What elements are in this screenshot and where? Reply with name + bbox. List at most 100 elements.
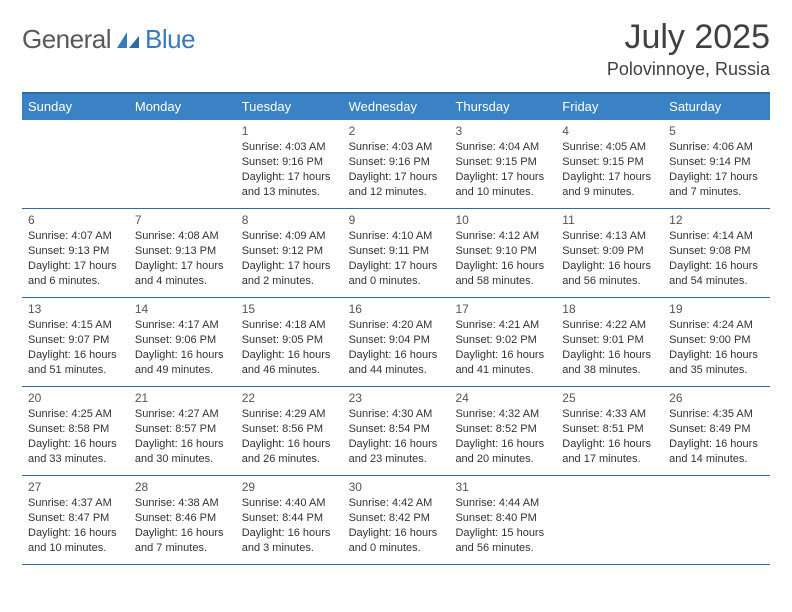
sunset-text: Sunset: 9:08 PM	[669, 244, 764, 259]
daylight-text: Daylight: 16 hours and 58 minutes.	[455, 259, 550, 289]
daylight-text: Daylight: 16 hours and 3 minutes.	[242, 526, 337, 556]
logo: General Blue	[22, 24, 195, 55]
day-cell: 12Sunrise: 4:14 AMSunset: 9:08 PMDayligh…	[663, 209, 770, 297]
day-header: Thursday	[449, 94, 556, 120]
daylight-text: Daylight: 16 hours and 44 minutes.	[349, 348, 444, 378]
sunset-text: Sunset: 9:07 PM	[28, 333, 123, 348]
day-cell: 9Sunrise: 4:10 AMSunset: 9:11 PMDaylight…	[343, 209, 450, 297]
day-cell: 5Sunrise: 4:06 AMSunset: 9:14 PMDaylight…	[663, 120, 770, 208]
daylight-text: Daylight: 17 hours and 6 minutes.	[28, 259, 123, 289]
sunset-text: Sunset: 9:16 PM	[349, 155, 444, 170]
sunrise-text: Sunrise: 4:17 AM	[135, 318, 230, 333]
sunrise-text: Sunrise: 4:05 AM	[562, 140, 657, 155]
day-cell	[129, 120, 236, 208]
day-number: 23	[349, 390, 444, 406]
day-number: 17	[455, 301, 550, 317]
sunset-text: Sunset: 9:10 PM	[455, 244, 550, 259]
day-number: 20	[28, 390, 123, 406]
sunrise-text: Sunrise: 4:42 AM	[349, 496, 444, 511]
daylight-text: Daylight: 16 hours and 33 minutes.	[28, 437, 123, 467]
day-cell: 6Sunrise: 4:07 AMSunset: 9:13 PMDaylight…	[22, 209, 129, 297]
day-cell: 2Sunrise: 4:03 AMSunset: 9:16 PMDaylight…	[343, 120, 450, 208]
day-number: 28	[135, 479, 230, 495]
day-cell: 24Sunrise: 4:32 AMSunset: 8:52 PMDayligh…	[449, 387, 556, 475]
daylight-text: Daylight: 17 hours and 2 minutes.	[242, 259, 337, 289]
day-cell	[663, 476, 770, 564]
day-number: 8	[242, 212, 337, 228]
sunset-text: Sunset: 9:01 PM	[562, 333, 657, 348]
sunset-text: Sunset: 9:02 PM	[455, 333, 550, 348]
sunrise-text: Sunrise: 4:22 AM	[562, 318, 657, 333]
sunrise-text: Sunrise: 4:12 AM	[455, 229, 550, 244]
sunrise-text: Sunrise: 4:38 AM	[135, 496, 230, 511]
sunset-text: Sunset: 8:54 PM	[349, 422, 444, 437]
sunset-text: Sunset: 8:40 PM	[455, 511, 550, 526]
day-cell: 1Sunrise: 4:03 AMSunset: 9:16 PMDaylight…	[236, 120, 343, 208]
page-title: July 2025	[607, 18, 770, 57]
daylight-text: Daylight: 17 hours and 7 minutes.	[669, 170, 764, 200]
sunset-text: Sunset: 9:11 PM	[349, 244, 444, 259]
sunrise-text: Sunrise: 4:40 AM	[242, 496, 337, 511]
daylight-text: Daylight: 16 hours and 17 minutes.	[562, 437, 657, 467]
day-number: 14	[135, 301, 230, 317]
day-cell: 10Sunrise: 4:12 AMSunset: 9:10 PMDayligh…	[449, 209, 556, 297]
day-number: 12	[669, 212, 764, 228]
sunset-text: Sunset: 9:15 PM	[455, 155, 550, 170]
daylight-text: Daylight: 16 hours and 35 minutes.	[669, 348, 764, 378]
day-cell: 18Sunrise: 4:22 AMSunset: 9:01 PMDayligh…	[556, 298, 663, 386]
page-subtitle: Polovinnoye, Russia	[607, 59, 770, 80]
sunset-text: Sunset: 9:04 PM	[349, 333, 444, 348]
day-cell: 20Sunrise: 4:25 AMSunset: 8:58 PMDayligh…	[22, 387, 129, 475]
day-cell: 15Sunrise: 4:18 AMSunset: 9:05 PMDayligh…	[236, 298, 343, 386]
sunrise-text: Sunrise: 4:07 AM	[28, 229, 123, 244]
day-cell: 31Sunrise: 4:44 AMSunset: 8:40 PMDayligh…	[449, 476, 556, 564]
sunrise-text: Sunrise: 4:03 AM	[349, 140, 444, 155]
day-cell: 25Sunrise: 4:33 AMSunset: 8:51 PMDayligh…	[556, 387, 663, 475]
day-number: 15	[242, 301, 337, 317]
day-number: 16	[349, 301, 444, 317]
day-header: Saturday	[663, 94, 770, 120]
day-number: 5	[669, 123, 764, 139]
sunset-text: Sunset: 8:51 PM	[562, 422, 657, 437]
daylight-text: Daylight: 16 hours and 49 minutes.	[135, 348, 230, 378]
daylight-text: Daylight: 16 hours and 10 minutes.	[28, 526, 123, 556]
sunrise-text: Sunrise: 4:21 AM	[455, 318, 550, 333]
day-number: 9	[349, 212, 444, 228]
sunrise-text: Sunrise: 4:44 AM	[455, 496, 550, 511]
day-number: 4	[562, 123, 657, 139]
day-cell: 23Sunrise: 4:30 AMSunset: 8:54 PMDayligh…	[343, 387, 450, 475]
day-header: Sunday	[22, 94, 129, 120]
sunset-text: Sunset: 9:14 PM	[669, 155, 764, 170]
sunset-text: Sunset: 8:47 PM	[28, 511, 123, 526]
sunset-text: Sunset: 9:05 PM	[242, 333, 337, 348]
sunset-text: Sunset: 9:06 PM	[135, 333, 230, 348]
day-header: Monday	[129, 94, 236, 120]
header-bar: General Blue July 2025 Polovinnoye, Russ…	[22, 18, 770, 80]
day-number: 19	[669, 301, 764, 317]
sunrise-text: Sunrise: 4:06 AM	[669, 140, 764, 155]
week-row: 13Sunrise: 4:15 AMSunset: 9:07 PMDayligh…	[22, 298, 770, 387]
sunset-text: Sunset: 8:44 PM	[242, 511, 337, 526]
sunset-text: Sunset: 9:15 PM	[562, 155, 657, 170]
day-number: 29	[242, 479, 337, 495]
sunset-text: Sunset: 8:46 PM	[135, 511, 230, 526]
daylight-text: Daylight: 16 hours and 30 minutes.	[135, 437, 230, 467]
day-number: 10	[455, 212, 550, 228]
day-number: 11	[562, 212, 657, 228]
week-row: 20Sunrise: 4:25 AMSunset: 8:58 PMDayligh…	[22, 387, 770, 476]
calendar: SundayMondayTuesdayWednesdayThursdayFrid…	[22, 92, 770, 565]
day-cell: 28Sunrise: 4:38 AMSunset: 8:46 PMDayligh…	[129, 476, 236, 564]
daylight-text: Daylight: 17 hours and 4 minutes.	[135, 259, 230, 289]
day-number: 1	[242, 123, 337, 139]
sunrise-text: Sunrise: 4:14 AM	[669, 229, 764, 244]
sunrise-text: Sunrise: 4:35 AM	[669, 407, 764, 422]
sunrise-text: Sunrise: 4:09 AM	[242, 229, 337, 244]
sunset-text: Sunset: 9:13 PM	[28, 244, 123, 259]
logo-sail-icon	[115, 30, 141, 50]
day-cell: 4Sunrise: 4:05 AMSunset: 9:15 PMDaylight…	[556, 120, 663, 208]
sunrise-text: Sunrise: 4:30 AM	[349, 407, 444, 422]
week-row: 1 Sunrise: 4:03 AMSunset: 9:16 PM Daylight…	[22, 120, 770, 209]
day-cell	[556, 476, 663, 564]
daylight-text: Daylight: 16 hours and 41 minutes.	[455, 348, 550, 378]
sunset-text: Sunset: 8:42 PM	[349, 511, 444, 526]
